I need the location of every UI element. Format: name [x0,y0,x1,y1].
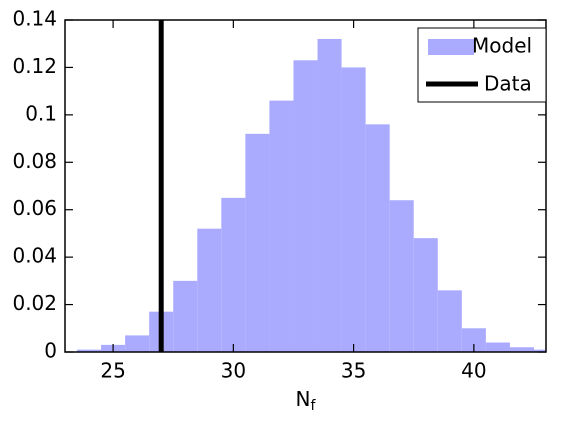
axes-frame [64,19,547,353]
bar [317,38,342,352]
plot-area [77,20,546,352]
legend-label: Model [472,34,532,58]
y-tick-label: 0.08 [12,149,57,173]
bar [173,280,198,352]
y-tick-label: 0.1 [25,101,57,125]
bar [197,228,222,352]
bar [365,124,390,352]
bar [533,349,546,352]
y-tick-label: 0.02 [12,291,57,315]
bar [461,328,486,352]
y-tick-label: 0 [44,339,57,363]
x-tick-label: 35 [341,359,366,383]
x-tick-label: 25 [100,359,125,383]
y-tick-label: 0.06 [12,196,57,220]
y-tick-label: 0.12 [12,54,57,78]
bar [341,67,366,352]
x-tick-label: 40 [461,359,486,383]
legend-box [417,27,547,103]
bar [437,290,462,352]
y-tick-label: 0.14 [12,7,57,31]
bar [485,342,510,352]
bar [413,238,438,352]
x-axis-label-main: N [296,387,311,411]
y-tick-label: 0.04 [12,244,57,268]
bar [509,347,534,352]
x-tick-label: 30 [221,359,246,383]
legend-label: Data [484,72,532,96]
bar [389,200,414,352]
bar [245,133,270,352]
bar [125,335,150,352]
x-axis-label: Nf [296,387,317,415]
bar [221,197,246,352]
bar [77,349,102,352]
bar [293,60,318,352]
legend-swatch [428,39,474,55]
bar [269,100,294,352]
x-axis-label-sub: f [311,398,317,414]
